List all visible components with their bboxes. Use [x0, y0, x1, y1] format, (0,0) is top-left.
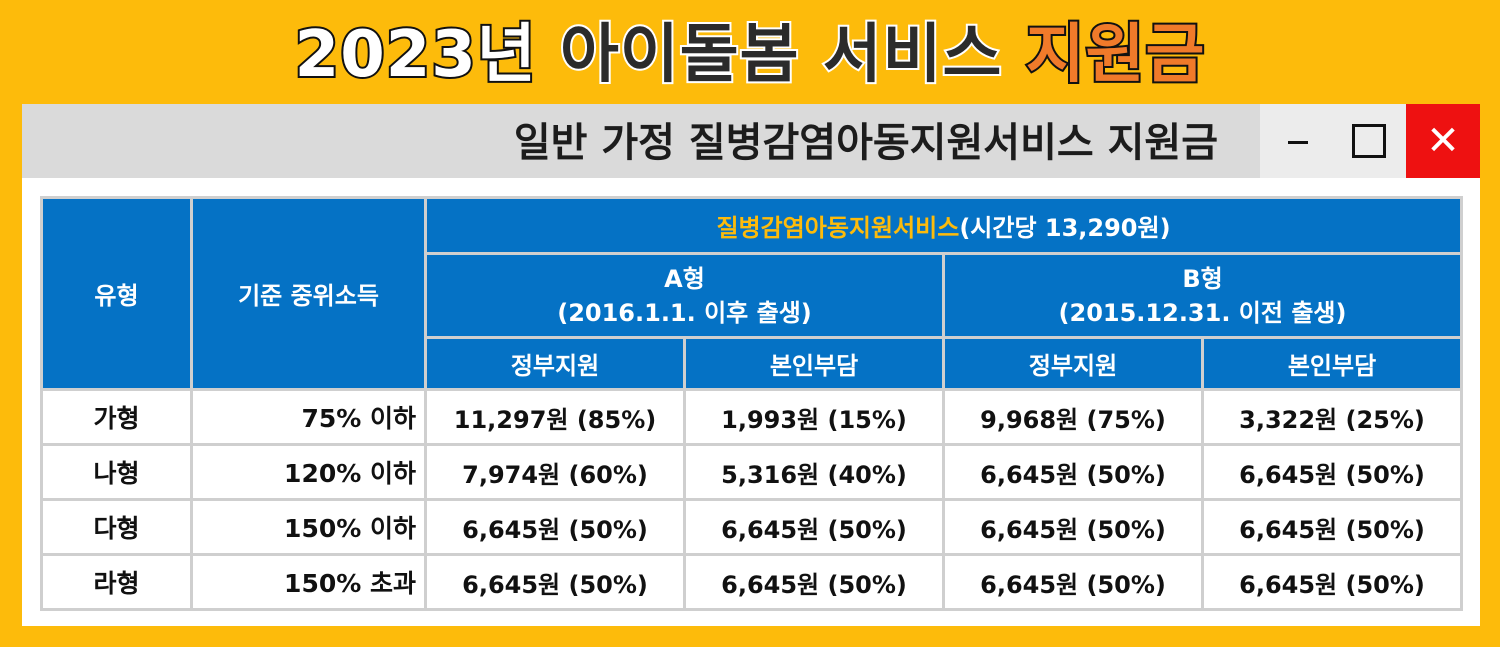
- group-a-title: A형: [664, 264, 705, 293]
- service-name: 질병감염아동지원서비스: [716, 214, 960, 242]
- cell-b-self: 3,322원 (25%): [1201, 388, 1463, 446]
- group-a-subtitle: (2016.1.1. 이후 출생): [557, 298, 812, 327]
- title-subsidy: 지원금: [1024, 16, 1207, 94]
- service-rate: (시간당 13,290원): [959, 214, 1171, 242]
- table-row: 가형 75% 이하 11,297원 (85%) 1,993원 (15%) 9,9…: [40, 388, 1463, 446]
- header-b-self: 본인부담: [1201, 336, 1463, 391]
- cell-b-self: 6,645원 (50%): [1201, 498, 1463, 556]
- title-year: 2023년: [293, 16, 538, 94]
- header-group-a: A형 (2016.1.1. 이후 출생): [424, 252, 945, 339]
- cell-a-gov: 6,645원 (50%): [424, 498, 686, 556]
- cell-b-gov: 6,645원 (50%): [942, 553, 1204, 611]
- window-titlebar[interactable]: 일반 가정 질병감염아동지원서비스 지원금 ✕: [22, 104, 1480, 178]
- cell-b-gov: 9,968원 (75%): [942, 388, 1204, 446]
- table-row: 라형 150% 초과 6,645원 (50%) 6,645원 (50%) 6,6…: [40, 553, 1463, 611]
- group-b-subtitle: (2015.12.31. 이전 출생): [1058, 298, 1347, 327]
- row-income: 120% 이하: [190, 443, 427, 501]
- row-income: 75% 이하: [190, 388, 427, 446]
- header-a-self: 본인부담: [683, 336, 945, 391]
- row-income: 150% 이하: [190, 498, 427, 556]
- cell-b-self: 6,645원 (50%): [1201, 443, 1463, 501]
- cell-a-self: 6,645원 (50%): [683, 498, 945, 556]
- page-title: 2023년 아이돌봄 서비스 지원금: [0, 10, 1500, 100]
- cell-a-gov: 6,645원 (50%): [424, 553, 686, 611]
- close-button[interactable]: ✕: [1406, 104, 1480, 178]
- minimize-icon: [1288, 141, 1308, 144]
- window-title: 일반 가정 질병감염아동지원서비스 지원금: [513, 120, 1218, 166]
- cell-a-self: 6,645원 (50%): [683, 553, 945, 611]
- table-row: 나형 120% 이하 7,974원 (60%) 5,316원 (40%) 6,6…: [40, 443, 1463, 501]
- header-service: 질병감염아동지원서비스(시간당 13,290원): [424, 196, 1463, 255]
- row-type: 라형: [40, 553, 193, 611]
- cell-a-self: 1,993원 (15%): [683, 388, 945, 446]
- row-type: 가형: [40, 388, 193, 446]
- row-type: 다형: [40, 498, 193, 556]
- cell-b-self: 6,645원 (50%): [1201, 553, 1463, 611]
- cell-a-gov: 7,974원 (60%): [424, 443, 686, 501]
- header-group-b: B형 (2015.12.31. 이전 출생): [942, 252, 1463, 339]
- subsidy-table: 유형 기준 중위소득 질병감염아동지원서비스(시간당 13,290원) A형 (…: [40, 196, 1463, 611]
- maximize-icon: [1352, 124, 1386, 158]
- group-b-title: B형: [1182, 264, 1223, 293]
- cell-b-gov: 6,645원 (50%): [942, 498, 1204, 556]
- cell-a-gov: 11,297원 (85%): [424, 388, 686, 446]
- app-window: 일반 가정 질병감염아동지원서비스 지원금 ✕ 유형 기준 중위소득 질병감염아…: [22, 104, 1480, 626]
- table-row: 다형 150% 이하 6,645원 (50%) 6,645원 (50%) 6,6…: [40, 498, 1463, 556]
- header-type: 유형: [40, 196, 193, 391]
- close-icon: ✕: [1426, 118, 1460, 164]
- cell-b-gov: 6,645원 (50%): [942, 443, 1204, 501]
- header-a-gov: 정부지원: [424, 336, 686, 391]
- row-type: 나형: [40, 443, 193, 501]
- cell-a-self: 5,316원 (40%): [683, 443, 945, 501]
- row-income: 150% 초과: [190, 553, 427, 611]
- header-b-gov: 정부지원: [942, 336, 1204, 391]
- maximize-button[interactable]: [1332, 104, 1407, 178]
- title-service: 아이돌봄 서비스: [558, 16, 1003, 94]
- header-income: 기준 중위소득: [190, 196, 427, 391]
